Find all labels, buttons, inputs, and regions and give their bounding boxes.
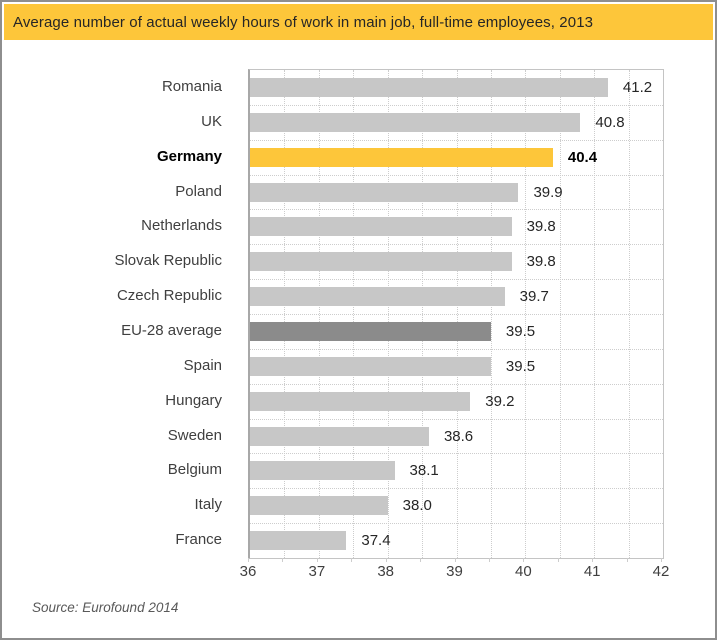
value-label: 39.2 [485, 392, 515, 410]
bar [250, 356, 491, 376]
category-label: Poland [175, 182, 222, 200]
bar [250, 496, 388, 516]
value-label: 39.8 [526, 253, 556, 271]
value-label: 39.5 [505, 322, 536, 340]
x-tick-label: 40 [514, 563, 532, 580]
bar [250, 182, 519, 202]
bar [250, 147, 553, 167]
bar [250, 426, 429, 446]
category-label: Germany [156, 147, 222, 165]
bar [250, 217, 512, 237]
value-label: 39.5 [505, 357, 536, 375]
grid-line-horizontal [250, 453, 663, 454]
category-label: UK [201, 112, 222, 130]
grid-line-horizontal [250, 105, 663, 106]
x-tick-mark [248, 558, 249, 562]
category-label: Italy [194, 496, 222, 514]
bar [250, 531, 347, 551]
value-label: 39.7 [519, 288, 549, 306]
x-tick-label: 41 [583, 563, 601, 580]
grid-line-horizontal [250, 314, 663, 315]
grid-line-horizontal [250, 279, 663, 280]
x-tick-mark [282, 558, 284, 562]
grid-line-horizontal [250, 349, 663, 350]
value-label: 38.1 [409, 462, 439, 480]
x-tick-label: 36 [239, 563, 257, 580]
x-tick-label: 39 [446, 563, 463, 580]
x-tick-mark [454, 558, 456, 562]
value-label: 39.8 [526, 218, 556, 236]
grid-line-horizontal [250, 140, 663, 141]
grid-line-horizontal [250, 488, 663, 489]
x-tick-label: 42 [652, 563, 670, 580]
grid-line-horizontal [250, 384, 663, 385]
x-tick-mark [626, 558, 628, 562]
x-tick-mark [557, 558, 559, 562]
chart-title-bar: Average number of actual weekly hours of… [4, 4, 713, 40]
x-tick-mark [316, 558, 318, 562]
x-tick-label: 37 [308, 563, 326, 580]
value-label: 41.2 [622, 78, 653, 96]
bar [250, 252, 512, 272]
value-label: 40.8 [595, 113, 625, 131]
plot-area: 41.2 40.8 40.4 39.9 39.8 39.8 39.7 39.5 39.5 39.2… [248, 69, 664, 559]
category-label: Czech Republic [116, 287, 222, 305]
value-label: 37.4 [361, 532, 391, 550]
category-label: France [175, 531, 222, 549]
chart-title: Average number of actual weekly hours of… [13, 13, 594, 31]
bar [250, 461, 395, 481]
x-tick-mark [592, 558, 594, 562]
bar [250, 287, 505, 307]
bar [250, 391, 471, 411]
source-note: Source: Eurofound 2014 [32, 600, 179, 615]
category-label: Spain [183, 356, 222, 374]
x-tick-label: 38 [377, 563, 394, 580]
grid-line-horizontal [250, 419, 663, 420]
value-label: 38.6 [443, 427, 474, 445]
x-tick-mark [488, 558, 490, 562]
category-label: Hungary [165, 391, 222, 409]
x-tick-mark [661, 558, 662, 562]
grid-line-horizontal [250, 244, 663, 245]
grid-line-horizontal [250, 175, 663, 176]
category-label: Slovak Republic [114, 252, 222, 270]
x-tick-mark [420, 558, 422, 562]
bar [250, 321, 491, 341]
category-label: Sweden [167, 426, 222, 444]
grid-line-horizontal [250, 523, 663, 524]
category-label: Belgium [167, 461, 222, 479]
category-label: Romania [161, 77, 222, 95]
x-tick-mark [351, 558, 353, 562]
bar [250, 77, 608, 97]
x-tick-mark [523, 558, 525, 562]
value-label: 38.0 [402, 497, 432, 515]
bar [250, 112, 581, 132]
value-label: 39.9 [533, 183, 563, 201]
x-tick-mark [385, 558, 387, 562]
category-label: EU-28 average [121, 321, 222, 339]
value-label: 40.4 [567, 148, 598, 166]
category-label: Netherlands [141, 217, 222, 235]
grid-line-horizontal [250, 209, 663, 210]
